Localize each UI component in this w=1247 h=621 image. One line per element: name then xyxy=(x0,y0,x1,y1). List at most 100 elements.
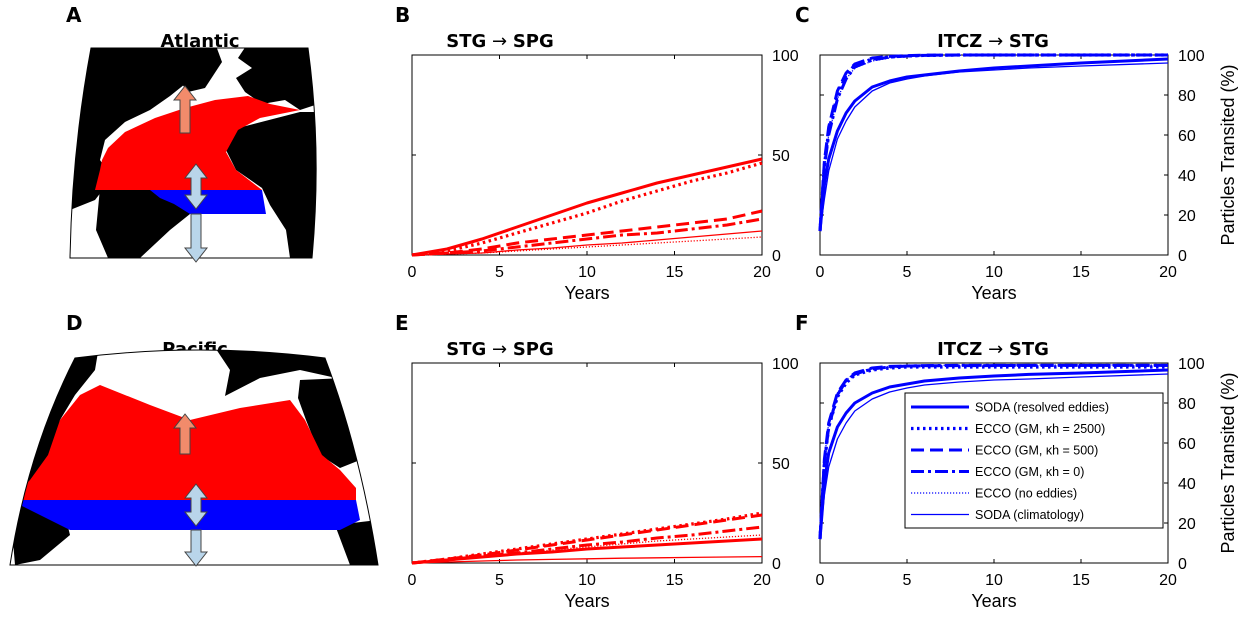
x-tick-label: 20 xyxy=(753,264,771,281)
series-line-dashdot-thick xyxy=(411,217,763,257)
arrow-right-icon: → xyxy=(982,339,1009,360)
x-tick-label: 0 xyxy=(816,572,825,589)
x-tick-label: 10 xyxy=(985,572,1003,589)
series-line-dashdot-thick xyxy=(411,525,763,565)
x-tick-label: 20 xyxy=(753,572,771,589)
pacific-poleward-arrow xyxy=(172,413,198,455)
x-tick-label: 5 xyxy=(903,572,912,589)
y-tick-label: 0 xyxy=(772,248,781,265)
chart-title-from: STG xyxy=(446,339,486,360)
series-line-dotted-thick xyxy=(818,53,1168,232)
pacific-itcz-band xyxy=(10,500,360,530)
atlantic-subtropical-gyre-region xyxy=(95,96,300,190)
y-tick-label: 20 xyxy=(1178,208,1196,225)
chart-title-f: ITCZ → STG xyxy=(937,339,1049,360)
x-tick-label: 20 xyxy=(1159,572,1177,589)
plot-frame xyxy=(819,54,1169,256)
atlantic-map: Atlantic xyxy=(69,31,317,263)
y-axis-label: Particles Transited (%) xyxy=(1218,64,1238,245)
x-tick-label: 0 xyxy=(408,572,417,589)
x-axis-label: Years xyxy=(564,283,609,303)
y-axis-label: Particles Transited (%) xyxy=(1218,372,1238,553)
x-tick-label: 15 xyxy=(1072,572,1090,589)
y-tick-label: 60 xyxy=(1178,436,1196,453)
series-line-solid-thin xyxy=(411,230,763,256)
legend-label: ECCO (GM, κh = 500) xyxy=(975,444,1098,458)
series-line-dashed-thick xyxy=(818,53,1168,232)
x-tick-label: 15 xyxy=(666,572,684,589)
y-tick-label: 50 xyxy=(772,148,790,165)
legend-box xyxy=(904,392,1164,529)
atlantic-europe-landmass xyxy=(236,48,317,110)
y-tick-label: 100 xyxy=(1178,356,1205,373)
y-tick-label: 0 xyxy=(772,556,781,573)
series-line-dotted-thin xyxy=(411,236,763,256)
chart-title-e: STG → SPG xyxy=(446,339,554,360)
panel-letter-d: D xyxy=(66,311,83,335)
atlantic-greenland-landmass xyxy=(165,48,222,92)
arrow-right-icon: → xyxy=(486,31,513,52)
atlantic-south-america-landmass xyxy=(96,185,195,258)
series-line-dotted-thin xyxy=(819,54,1168,232)
series-line-dotted-thick xyxy=(411,511,763,565)
series-line-dotted-thin xyxy=(819,364,1168,540)
x-tick-label: 15 xyxy=(666,264,684,281)
y-tick-label: 0 xyxy=(1178,248,1187,265)
x-tick-label: 0 xyxy=(408,264,417,281)
x-tick-label: 5 xyxy=(495,264,504,281)
atlantic-poleward-arrow xyxy=(172,85,198,134)
chart-title-to: STG xyxy=(1009,31,1049,52)
series-line-dashed-thick xyxy=(411,209,763,257)
atlantic-map-title: Atlantic xyxy=(160,31,239,52)
series-line-solid-thick xyxy=(818,368,1169,540)
legend: SODA (resolved eddies) ECCO (GM, κh = 250… xyxy=(904,392,1164,529)
legend-label: ECCO (no eddies) xyxy=(975,487,1077,501)
pacific-southward-arrow xyxy=(183,529,209,567)
y-tick-label: 40 xyxy=(1178,476,1196,493)
panel-letter-f: F xyxy=(795,311,809,335)
y-tick-label: 100 xyxy=(772,48,799,65)
x-tick-label: 10 xyxy=(985,264,1003,281)
plot-frame xyxy=(411,54,763,256)
series-line-dotted-thick xyxy=(411,161,763,257)
pacific-map-frame xyxy=(9,349,379,566)
chart-title-c: ITCZ → STG xyxy=(937,31,1049,52)
chart-title-from: STG xyxy=(446,31,486,52)
pacific-equator-arrow xyxy=(183,483,209,527)
atlantic-southward-arrow xyxy=(183,213,209,263)
arrow-right-icon: → xyxy=(982,31,1009,52)
x-tick-label: 15 xyxy=(1072,264,1090,281)
chart-title-to: SPG xyxy=(513,339,554,360)
series-line-solid-thick xyxy=(818,57,1169,232)
atlantic-africa-landmass xyxy=(226,112,317,258)
legend-label: ECCO (GM, κh = 0) xyxy=(975,465,1084,479)
x-tick-label: 10 xyxy=(578,264,596,281)
atlantic-map-frame xyxy=(69,47,317,259)
chart-title-to: SPG xyxy=(513,31,554,52)
x-tick-label: 10 xyxy=(578,572,596,589)
pacific-map: Pacific xyxy=(9,339,379,567)
legend-label: SODA (resolved eddies) xyxy=(975,401,1109,415)
y-tick-label: 80 xyxy=(1178,396,1196,413)
series-line-solid-thin xyxy=(411,555,763,564)
x-tick-label: 5 xyxy=(495,572,504,589)
panel-letter-a: A xyxy=(66,3,82,27)
panel-letter-c: C xyxy=(795,3,810,27)
panel-letter-b: B xyxy=(395,3,410,27)
x-tick-label: 5 xyxy=(903,264,912,281)
series-line-solid-thick xyxy=(411,157,763,257)
series-line-dashdot-thick xyxy=(818,53,1168,232)
series-line-solid-thin xyxy=(819,373,1169,540)
chart-title-from: ITCZ xyxy=(937,31,982,52)
y-tick-label: 0 xyxy=(1178,556,1187,573)
atlantic-itcz-band xyxy=(150,190,266,214)
x-tick-label: 0 xyxy=(816,264,825,281)
x-axis-label: Years xyxy=(971,283,1016,303)
y-tick-label: 80 xyxy=(1178,88,1196,105)
y-tick-label: 20 xyxy=(1178,516,1196,533)
